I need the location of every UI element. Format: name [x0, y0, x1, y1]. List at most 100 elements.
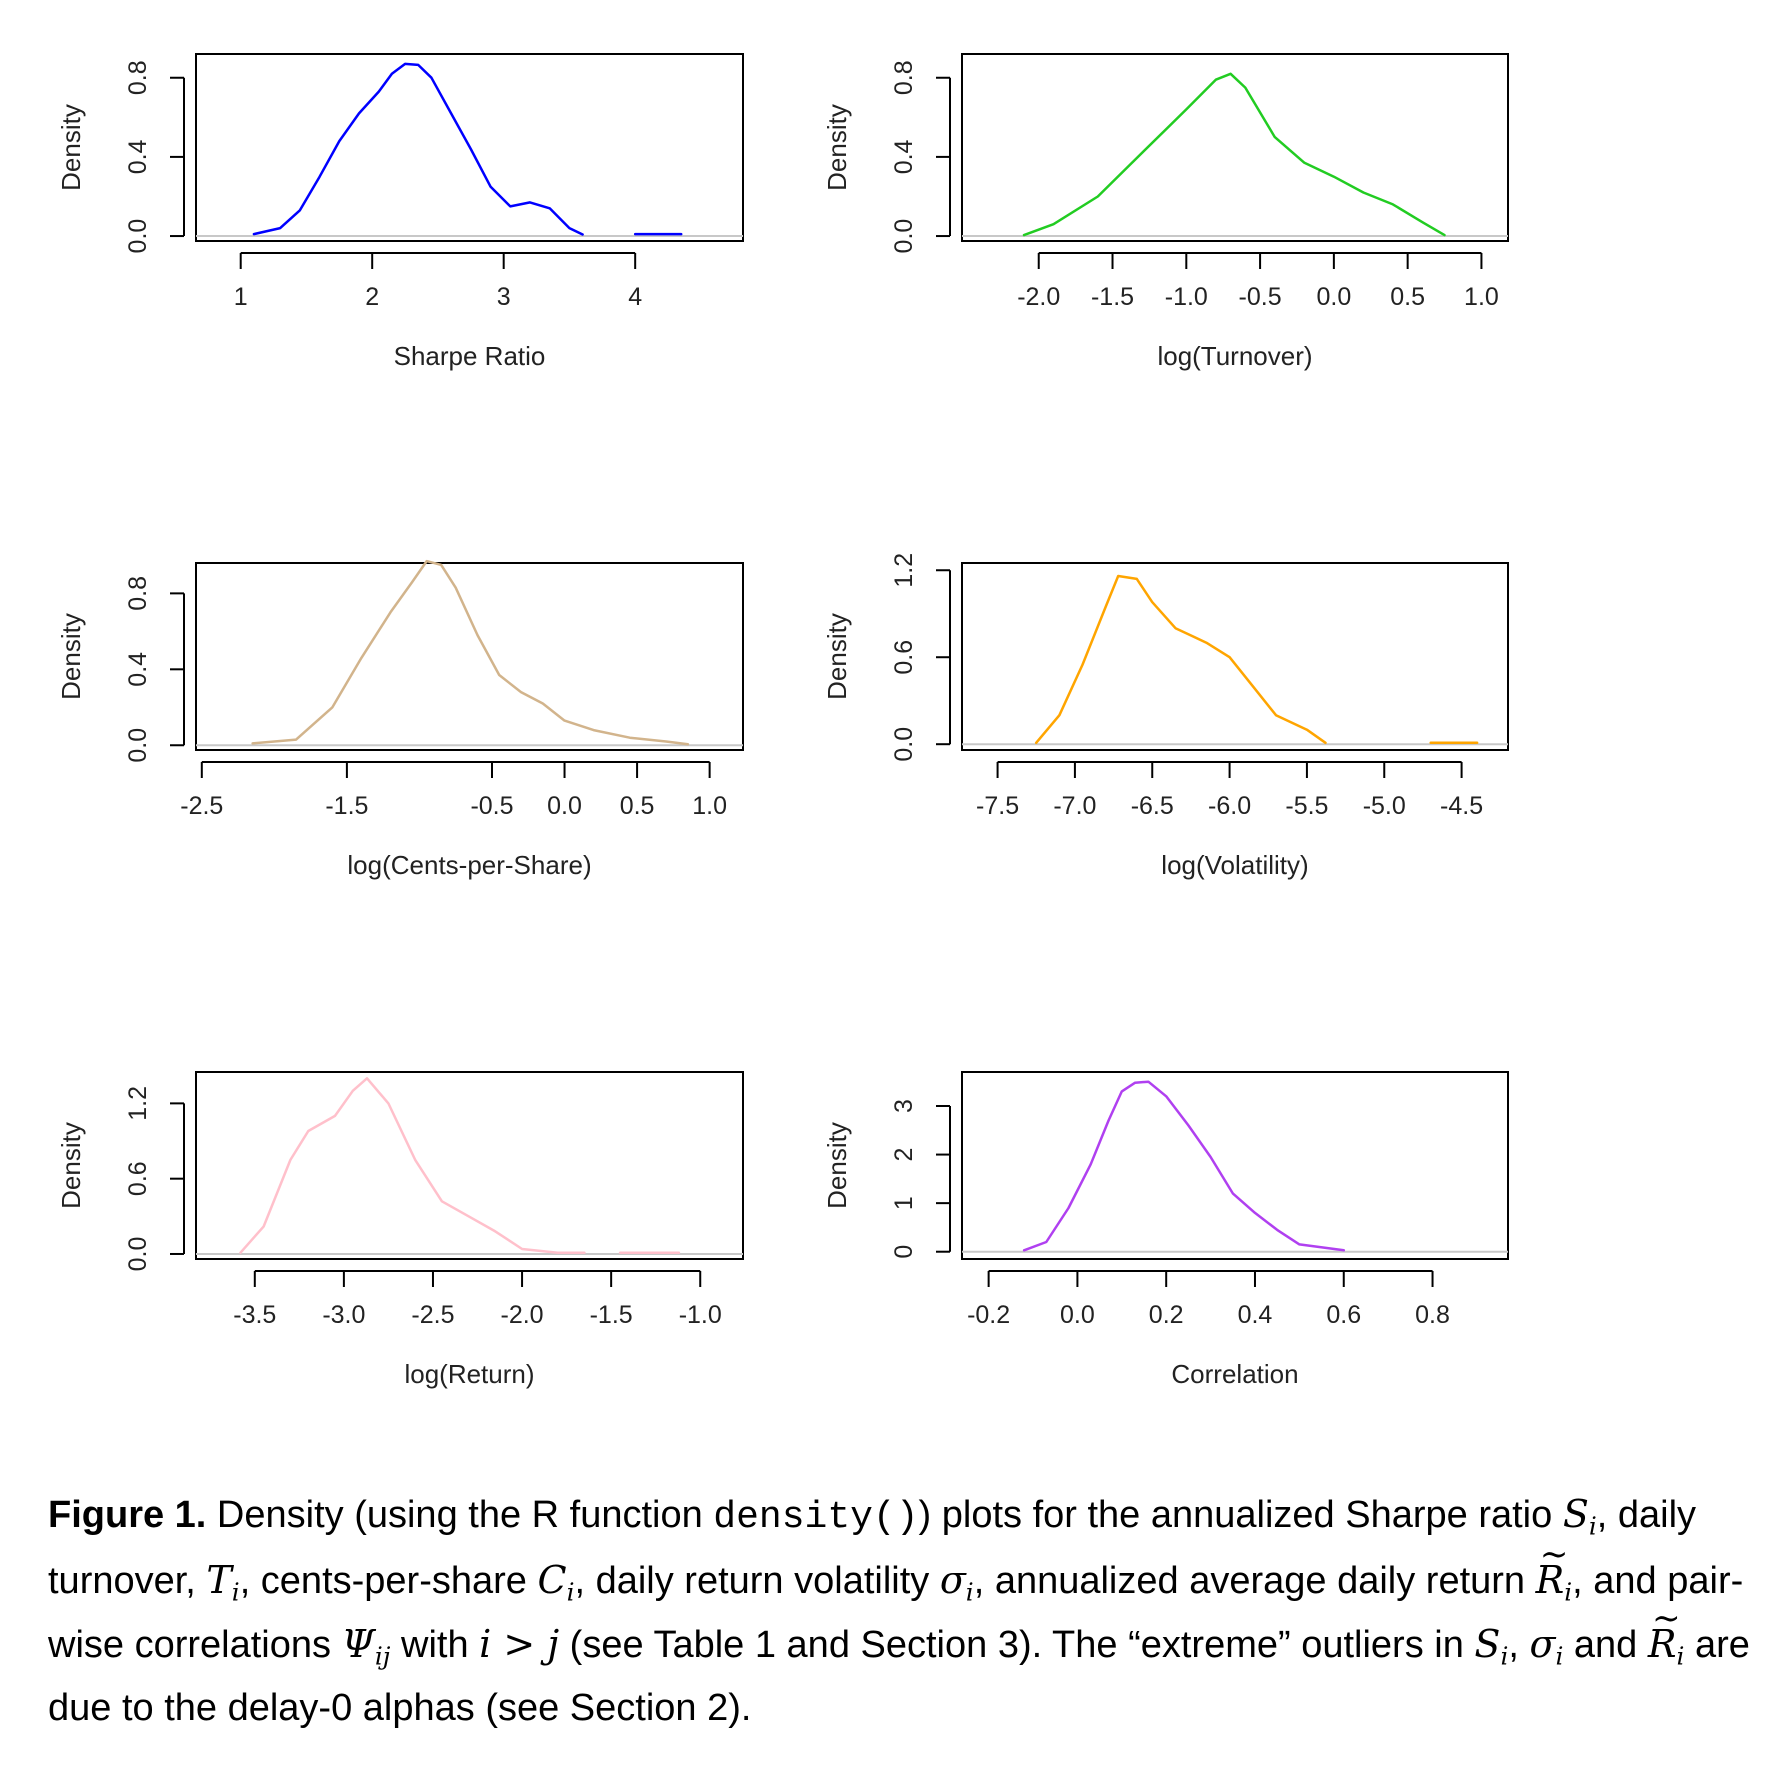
x-tick-label: 4 [628, 283, 642, 311]
chart-grid: 1 2 3 4 Sharpe Ratio 0.0 0.4 0.8 Density -2.0 -1.5… [56, 53, 1509, 1389]
y-tick-label: 0.8 [124, 576, 152, 611]
density-plot-6: -0.2 0.0 0.2 0.4 0.6 0.8 Correlation 0 1 2 3 Densit… [822, 1071, 1509, 1389]
math-return: Ri [1536, 1524, 1573, 1604]
x-tick-label: -3.0 [322, 1301, 365, 1329]
x-tick-label: -1.5 [1091, 283, 1134, 311]
x-tick-label: -1.0 [1165, 283, 1208, 311]
y-tick-label: 1.2 [124, 1086, 152, 1121]
caption-code: density() [713, 1496, 919, 1539]
y-tick-label: 0.0 [124, 219, 152, 254]
math-cents: Ci [537, 1558, 575, 1607]
y-tick-label: 0.0 [124, 728, 152, 763]
x-tick-label: -2.0 [501, 1301, 544, 1329]
x-tick-label: -4.5 [1440, 792, 1483, 820]
density-curve [1034, 574, 1327, 745]
x-tick-label: 2 [365, 283, 379, 311]
plot-frame [195, 562, 744, 751]
y-tick-label: 0.0 [890, 219, 918, 254]
y-axis-label: Density [56, 1122, 86, 1209]
x-tick-label: -3.5 [233, 1301, 276, 1329]
x-tick-label: -6.5 [1131, 792, 1174, 820]
math-return: Ri [1648, 1588, 1685, 1668]
caption-text: ) plots for the annualized Sharpe ratio [918, 1494, 1563, 1536]
y-tick-label: 0.4 [124, 139, 152, 174]
x-tick-label: -2.5 [411, 1301, 454, 1329]
y-tick-label: 0.8 [890, 60, 918, 95]
x-tick-label: -7.0 [1053, 792, 1096, 820]
y-axis-label: Density [822, 1122, 852, 1209]
plot-frame [195, 53, 744, 242]
x-tick-label: 0.0 [1316, 283, 1351, 311]
caption-text: , annualized average daily return [973, 1560, 1536, 1602]
density-plot-4: -7.5 -7.0 -6.5 -6.0 -5.5 -5.0 -4.5 log(Volatili… [822, 553, 1509, 880]
x-axis-label: log(Cents-per-Share) [347, 850, 591, 880]
x-axis-label: log(Volatility) [1161, 850, 1308, 880]
x-axis-label: Correlation [1171, 1359, 1298, 1389]
y-tick-label: 3 [890, 1099, 918, 1113]
caption-text: , and pair-wise correlations [48, 1560, 1744, 1666]
x-tick-label: -1.5 [590, 1301, 633, 1329]
y-tick-label: 0.6 [124, 1161, 152, 1196]
x-tick-label: -6.0 [1208, 792, 1251, 820]
y-tick-label: 0.4 [124, 652, 152, 687]
x-tick-label: 1 [234, 283, 248, 311]
x-tick-label: 0.5 [1390, 283, 1425, 311]
x-tick-label: -0.2 [967, 1301, 1010, 1329]
y-tick-label: 0.0 [124, 1237, 152, 1272]
density-curve [1022, 72, 1446, 237]
x-axis-label: Sharpe Ratio [394, 341, 546, 371]
caption-text: , cents-per-share [239, 1560, 538, 1602]
caption-text: are due to the delay-0 alphas (see Secti… [48, 1624, 1750, 1729]
y-axis-label: Density [56, 613, 86, 700]
plot-frame [961, 562, 1509, 751]
x-tick-label: 1.0 [1464, 283, 1499, 311]
density-curve [239, 1077, 586, 1254]
x-tick-label: 1.0 [692, 792, 727, 820]
caption-text: and [1563, 1624, 1648, 1666]
density-curve [251, 559, 690, 746]
x-tick-label: -0.5 [470, 792, 513, 820]
x-tick-label: -7.5 [976, 792, 1019, 820]
x-tick-label: 0.2 [1149, 1301, 1184, 1329]
density-curve [1022, 1080, 1346, 1252]
y-tick-label: 0.0 [890, 727, 918, 762]
y-tick-label: 0 [890, 1245, 918, 1259]
caption-text: with [390, 1624, 480, 1666]
x-tick-label: 0.0 [547, 792, 582, 820]
density-plot-2: -2.0 -1.5 -1.0 -0.5 0.0 0.5 1.0 log(Turnover) 0.… [822, 53, 1509, 371]
plot-frame [961, 1071, 1509, 1260]
y-tick-label: 1 [890, 1196, 918, 1210]
caption-text: , [1508, 1624, 1530, 1666]
x-tick-label: -5.0 [1363, 792, 1406, 820]
y-tick-label: 0.6 [890, 640, 918, 675]
x-axis-label: log(Return) [404, 1359, 534, 1389]
density-plot-5: -3.5 -3.0 -2.5 -2.0 -1.5 -1.0 log(Return) 0.0 0.… [56, 1071, 744, 1389]
density-curve [252, 62, 584, 236]
x-tick-label: -5.5 [1285, 792, 1328, 820]
math-sharpe: Si [1474, 1622, 1509, 1671]
caption-text: Density (using the R function [206, 1494, 714, 1536]
y-axis-label: Density [822, 104, 852, 191]
y-tick-label: 1.2 [890, 553, 918, 588]
x-tick-label: 0.4 [1238, 1301, 1273, 1329]
math-inequality: i > j [479, 1622, 560, 1666]
x-tick-label: -0.5 [1239, 283, 1282, 311]
caption-text: (see Table 1 and Section 3). The “extrem… [559, 1624, 1475, 1666]
caption-text: , daily return volatility [574, 1560, 940, 1602]
y-tick-label: 0.8 [124, 60, 152, 95]
figure-caption: Figure 1. Density (using the R function … [48, 1483, 1768, 1740]
x-tick-label: 0.8 [1415, 1301, 1450, 1329]
math-turnover: Ti [206, 1558, 240, 1607]
y-axis-label: Density [56, 104, 86, 191]
y-tick-label: 2 [890, 1148, 918, 1162]
x-tick-label: 0.5 [620, 792, 655, 820]
caption-text: , daily turnover, [48, 1494, 1697, 1602]
x-axis-label: log(Turnover) [1157, 341, 1312, 371]
plot-frame [961, 53, 1509, 242]
x-tick-label: 3 [497, 283, 511, 311]
x-tick-label: -2.5 [180, 792, 223, 820]
math-sigma: σi [1529, 1622, 1564, 1671]
math-psi: Ψij [341, 1622, 391, 1671]
math-sigma: σi [939, 1558, 974, 1607]
y-tick-label: 0.4 [890, 139, 918, 174]
